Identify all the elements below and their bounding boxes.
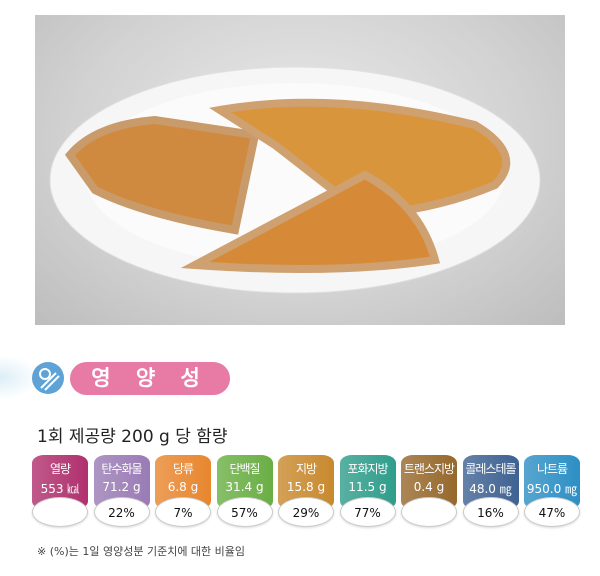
nutrient-header: 나트륨 950.0 ㎎ [524,455,580,507]
nutrient-name: 지방 [295,462,317,476]
nutrient-name: 탄수화물 [101,462,142,476]
nutrient-card: 콜레스테롤 48.0 ㎎ 16% [462,455,519,527]
nutrient-amount: 31.4 g [225,480,264,494]
nutrient-amount: 11.5 g [348,480,387,494]
section-title: 영 양 성 분 [70,362,230,423]
nutrient-cards: 열량 553 ㎉ 탄수화물 71.2 g 22% 당류 6.8 g 7% 단백질 31.4 g 57… [32,455,580,527]
nutrient-card: 지방 15.8 g 29% [278,455,334,527]
nutrient-percent: 22% [93,497,150,527]
nutrient-amount: 950.0 ㎎ [526,482,578,496]
nutrient-name: 트랜스지방 [403,462,455,476]
nutrient-percent: 16% [462,497,519,527]
nutrient-card: 당류 6.8 g 7% [155,455,211,527]
nutrient-name: 당류 [172,462,194,476]
nutrient-amount: 6.8 g [167,480,199,494]
nutrient-percent [32,497,88,527]
nutrient-percent: 7% [155,497,211,527]
nutrient-name: 단백질 [229,462,260,476]
nutrient-amount: 553 ㎉ [40,482,80,496]
nutrient-card: 나트륨 950.0 ㎎ 47% [524,455,580,527]
nutrient-name: 포화지방 [347,462,388,476]
nutrient-percent: 57% [216,497,273,527]
nutrient-card: 열량 553 ㎉ [32,455,88,527]
nutrient-name: 나트륨 [536,462,568,476]
nutrient-amount: 71.2 g [102,480,141,494]
nutrient-amount: 48.0 ㎎ [469,482,512,496]
nutrient-name: 콜레스테롤 [465,462,516,476]
nutrient-header: 콜레스테롤 48.0 ㎎ [462,455,519,507]
nutrient-percent: 47% [524,497,580,527]
nutrient-percent: 77% [339,497,396,527]
footnote: ※ (%)는 1일 영양성분 기준치에 대한 비율임 [37,545,246,558]
nutrient-percent: 29% [278,497,334,527]
serving-size: 1회 제공량 200 g 당 함량 [37,427,228,447]
pizza-photo [35,15,565,325]
nutrient-card: 단백질 31.4 g 57% [216,455,273,527]
nutrient-amount: 0.4 g [413,480,445,494]
nutrient-card: 트랜스지방 0.4 g [401,455,457,527]
nutrition-icon [32,362,64,394]
nutrient-card: 포화지방 11.5 g 77% [339,455,396,527]
nutrient-amount: 15.8 g [286,480,326,494]
nutrient-header: 탄수화물 71.2 g [93,455,150,507]
nutrient-percent [401,497,457,527]
nutrient-name: 열량 [49,462,71,476]
nutrient-card: 탄수화물 71.2 g 22% [93,455,150,527]
nutrient-header: 열량 553 ㎉ [32,455,88,507]
